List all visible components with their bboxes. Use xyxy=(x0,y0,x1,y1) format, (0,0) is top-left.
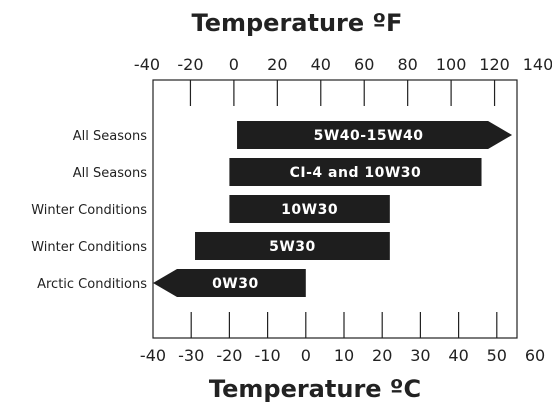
c-tick-label: -40 xyxy=(140,346,166,365)
bar-5 xyxy=(153,269,306,297)
plot-frame xyxy=(152,79,518,339)
c-tick-label: 30 xyxy=(410,346,430,365)
c-tick-label: -10 xyxy=(255,346,281,365)
bar-4 xyxy=(195,232,390,260)
bars-group: 5W40-15W40 CI-4 and 10W30 10W30 5W30 0W30 xyxy=(153,121,513,297)
f-tick-label: 40 xyxy=(311,55,331,74)
bar-label: 5W30 xyxy=(269,239,316,255)
f-tick-label: 100 xyxy=(436,55,467,74)
bar-label: 10W30 xyxy=(281,202,338,218)
bar-3 xyxy=(229,195,390,223)
category-label: Arctic Conditions xyxy=(37,277,147,292)
f-tick-label: 80 xyxy=(397,55,417,74)
c-tick-label: -20 xyxy=(216,346,242,365)
c-tick-label: 40 xyxy=(448,346,468,365)
category-labels: All Seasons All Seasons Winter Conditions W… xyxy=(31,129,147,292)
f-tick-label: 140 xyxy=(523,55,552,74)
chart-title-fahrenheit: Temperature ºF xyxy=(192,9,403,37)
c-tick-label: -30 xyxy=(178,346,204,365)
celsius-axis: -40 -30 -20 -10 0 10 20 30 40 50 60 xyxy=(140,312,545,365)
category-label: Winter Conditions xyxy=(31,240,147,255)
fahrenheit-axis: -40 -20 0 20 40 60 80 100 120 140 xyxy=(134,55,552,106)
c-tick-label: 20 xyxy=(372,346,392,365)
chart-title-celsius: Temperature ºC xyxy=(209,375,421,403)
f-tick-label: 0 xyxy=(229,55,239,74)
f-tick-label: 120 xyxy=(479,55,510,74)
bar-label: 0W30 xyxy=(212,276,259,292)
bar-2 xyxy=(229,158,482,186)
bar-label: CI-4 and 10W30 xyxy=(290,165,422,181)
category-label: Winter Conditions xyxy=(31,203,147,218)
f-tick-label: -20 xyxy=(177,55,203,74)
c-tick-label: 0 xyxy=(301,346,311,365)
c-tick-label: 50 xyxy=(487,346,507,365)
bar-label: 5W40-15W40 xyxy=(314,128,424,144)
f-tick-label: 60 xyxy=(354,55,374,74)
c-tick-label: 10 xyxy=(334,346,354,365)
f-tick-label: 20 xyxy=(267,55,287,74)
category-label: All Seasons xyxy=(73,166,147,181)
c-tick-label: 60 xyxy=(525,346,545,365)
f-tick-label: -40 xyxy=(134,55,160,74)
bar-1 xyxy=(237,121,513,149)
category-label: All Seasons xyxy=(73,129,147,144)
